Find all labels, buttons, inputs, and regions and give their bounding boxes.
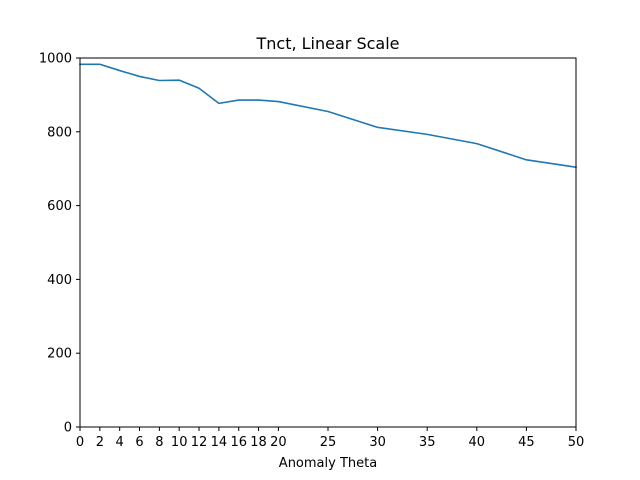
x-tick-label: 18 (250, 435, 267, 450)
axes-frame (79, 57, 577, 428)
y-tick-label: 800 (47, 125, 72, 140)
x-tick-label: 16 (230, 435, 247, 450)
y-tick-label: 200 (47, 347, 72, 362)
x-tick-label: 2 (96, 435, 104, 450)
x-tick-label: 4 (116, 435, 124, 450)
plot-area (79, 63, 577, 169)
y-tick-label: 1000 (39, 52, 72, 67)
x-tick-label: 6 (135, 435, 143, 450)
y-tick-label: 600 (47, 199, 72, 214)
x-tick-label: 12 (191, 435, 208, 450)
y-tick-label: 400 (47, 273, 72, 288)
x-tick-label: 0 (76, 435, 84, 450)
y-axis-ticks: 0 200 400 600 800 1000 (39, 52, 80, 436)
x-tick-label: 25 (320, 435, 337, 450)
x-tick-label: 10 (171, 435, 188, 450)
series-line (79, 63, 577, 169)
chart-title: Tnct, Linear Scale (255, 34, 399, 53)
x-tick-label: 35 (419, 435, 436, 450)
x-tick-label: 40 (469, 435, 486, 450)
x-tick-label: 45 (518, 435, 535, 450)
x-tick-label: 8 (155, 435, 163, 450)
y-tick-label: 0 (64, 421, 72, 436)
x-tick-label: 30 (369, 435, 386, 450)
x-tick-label: 14 (211, 435, 228, 450)
x-tick-label: 50 (568, 435, 585, 450)
x-axis-label: Anomaly Theta (279, 456, 377, 471)
x-axis-ticks: 0 2 4 6 8 10 12 14 16 18 20 25 30 35 40 45 50 (76, 427, 584, 450)
x-tick-label: 20 (270, 435, 287, 450)
